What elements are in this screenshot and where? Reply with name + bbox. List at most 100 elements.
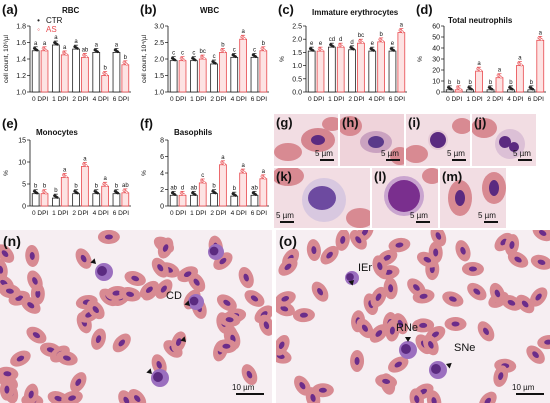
x-tick-label: 2 DPI: [72, 96, 88, 103]
legend-item-as: ◦ AS: [34, 25, 62, 34]
chart-title: WBC: [200, 6, 220, 15]
bar-ctr: [190, 60, 198, 93]
significance-letter: ab: [170, 185, 177, 191]
erythrocyte-nucleus: [317, 288, 324, 296]
data-point: [44, 48, 48, 52]
significance-letter: bc: [358, 33, 364, 39]
x-tick-label: 0 DPI: [170, 210, 186, 217]
erythrocyte-nucleus: [223, 299, 231, 306]
significance-letter: ab: [122, 183, 129, 189]
smear-o: (o) IEr RNe SNe 10 µm: [276, 230, 550, 403]
y-tick-label: 10: [18, 160, 26, 167]
data-point: [263, 176, 267, 180]
bar-as: [316, 50, 325, 93]
micrograph-l: (l) 5 µm: [372, 168, 438, 228]
significance-letter: b: [233, 186, 237, 192]
erythrocyte-nucleus: [388, 284, 394, 293]
data-point: [223, 50, 226, 54]
erythrocyte-nucleus: [414, 395, 420, 403]
micrograph-label: (g): [276, 115, 293, 130]
y-tick-label: 2.0: [292, 37, 302, 44]
legend: • CTR ◦ AS: [34, 16, 62, 34]
data-point: [76, 191, 79, 195]
significance-letter: a: [34, 41, 38, 47]
immature-erythrocyte-image: [340, 116, 404, 165]
y-axis-label: cell count, 10⁶/µl: [3, 34, 10, 83]
significance-letter: ab: [191, 185, 198, 191]
significance-letter: c: [253, 47, 256, 53]
erythrocyte-nucleus: [299, 312, 308, 318]
bar-ctr: [92, 193, 101, 207]
erythrocyte-nucleus: [468, 266, 477, 272]
erythrocyte-nucleus: [394, 361, 402, 368]
erythrocyte-nucleus: [361, 230, 369, 236]
erythrocyte-nucleus: [413, 284, 420, 291]
panel-label: (c): [278, 2, 294, 17]
significance-letter: a: [221, 155, 225, 161]
erythrocyte-nucleus: [389, 326, 395, 335]
erythrocyte-nucleus: [361, 324, 369, 332]
scale-text: 5 µm: [447, 149, 465, 158]
y-axis-label: %: [141, 170, 148, 176]
micrograph-m: (m) 5 µm: [440, 168, 506, 228]
bar-as: [536, 39, 545, 93]
bar-as: [40, 193, 49, 207]
erythrocyte-nucleus: [532, 351, 539, 358]
data-point: [234, 55, 238, 59]
leukocyte-nucleus: [401, 344, 411, 354]
data-point: [105, 73, 108, 77]
significance-letter: b: [457, 80, 461, 86]
leukocyte-nucleus: [431, 364, 441, 374]
bar-ctr: [72, 193, 80, 207]
significance-letter: a: [477, 61, 481, 67]
basophil-image: [384, 168, 438, 216]
lymphocyte-image: [406, 118, 470, 163]
data-point: [55, 196, 59, 199]
bar-as: [101, 185, 109, 207]
erythrocyte-nucleus: [225, 317, 234, 323]
cd-arrow: [146, 368, 152, 374]
significance-letter: a: [95, 42, 99, 48]
scale-bar: [452, 159, 466, 161]
y-tick-label: 2.0: [154, 57, 164, 64]
scale-text: 10 µm: [512, 383, 535, 392]
bar-as: [377, 41, 385, 93]
chart-panel-f: (f) Basophils 0 2 4 6 8% 0 DPI ab d 1 DPI ab c 2 DP…: [138, 114, 273, 226]
scale-bar: [236, 393, 264, 395]
x-tick-label: 4 DPI: [93, 210, 109, 217]
erythrocyte-nucleus: [395, 242, 404, 248]
scale-bar: [518, 159, 532, 161]
erythrocyte-nucleus: [431, 397, 437, 403]
data-point: [85, 55, 88, 59]
erythrocyte-nucleus: [299, 382, 306, 390]
erythrocyte-nucleus: [80, 254, 87, 263]
erythrocyte-nucleus: [95, 335, 102, 344]
rne-arrow: [405, 337, 411, 342]
scale-bar: [416, 221, 430, 223]
erythrocyte-nucleus: [431, 331, 439, 338]
chart-panel-c: (c) Immature erythrocytes 0.0 0.5 1.0 1.5 2.…: [276, 0, 411, 112]
erythrocyte-nucleus: [5, 288, 14, 294]
data-point: [479, 69, 482, 72]
x-tick-label: 2 DPI: [487, 96, 503, 103]
cd-arrow: [184, 300, 190, 306]
bar-ctr: [368, 50, 377, 93]
significance-letter: a: [115, 42, 119, 48]
erythrocyte-nucleus: [176, 338, 182, 346]
erythrocyte-nucleus: [460, 246, 466, 255]
y-tick-label: 8: [160, 138, 164, 145]
bar-as: [40, 50, 49, 93]
erythrocyte-nucleus: [382, 378, 391, 384]
bar-as: [397, 32, 406, 93]
data-point: [125, 190, 129, 194]
smear-label: (n): [3, 233, 21, 249]
data-point: [193, 193, 197, 197]
y-tick-label: 2: [160, 187, 164, 194]
chart-panel-b: (b) WBC 1.0 1.5 2.0 2.5 3.0 cell count, 10⁴/µ…: [138, 0, 273, 112]
micrograph-label: (k): [276, 169, 292, 184]
data-point: [96, 50, 100, 54]
blood-smear-image: [0, 230, 272, 403]
erythrocyte-nucleus: [145, 286, 153, 293]
